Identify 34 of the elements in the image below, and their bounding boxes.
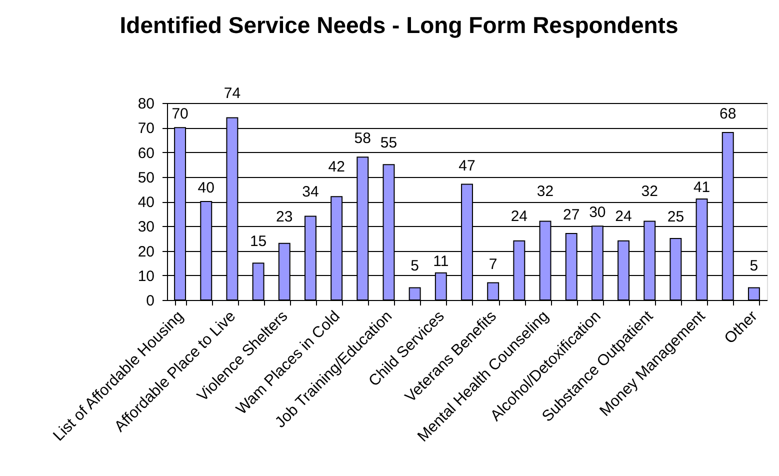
y-tick-label: 60 — [138, 144, 154, 162]
data-label: 42 — [328, 158, 345, 176]
data-label: 55 — [380, 134, 398, 152]
data-label: 15 — [250, 233, 267, 250]
data-label: 70 — [172, 106, 188, 123]
data-label: 32 — [536, 183, 554, 200]
y-tick-label: 0 — [146, 292, 154, 310]
y-tick-label: 40 — [138, 194, 154, 211]
data-label: 30 — [589, 204, 606, 222]
data-label: 32 — [641, 183, 658, 200]
data-label: 41 — [693, 179, 710, 196]
data-label: 74 — [224, 84, 241, 102]
y-tick-label: 70 — [138, 120, 154, 138]
y-tick-label: 10 — [138, 268, 154, 285]
data-label: 58 — [354, 130, 371, 148]
data-label: 34 — [302, 183, 319, 200]
data-label: 68 — [720, 106, 736, 123]
data-label: 7 — [488, 256, 498, 273]
data-label: 11 — [433, 252, 449, 270]
data-label: 5 — [410, 258, 419, 275]
y-tick-label: 20 — [138, 243, 154, 260]
data-label: 27 — [563, 206, 580, 224]
y-tick-label: 50 — [138, 169, 154, 186]
data-label: 47 — [458, 157, 476, 174]
data-label: 25 — [667, 208, 684, 226]
data-label: 23 — [276, 208, 293, 226]
y-tick-label: 30 — [138, 218, 154, 236]
bar — [487, 282, 500, 300]
data-label: 24 — [510, 208, 528, 225]
chart-title: Identified Service Needs - Long Form Respondents — [120, 12, 678, 38]
data-label: 24 — [615, 208, 632, 225]
data-label: 40 — [198, 180, 214, 196]
data-label: 5 — [750, 258, 758, 275]
y-tick-label: 80 — [138, 96, 154, 112]
